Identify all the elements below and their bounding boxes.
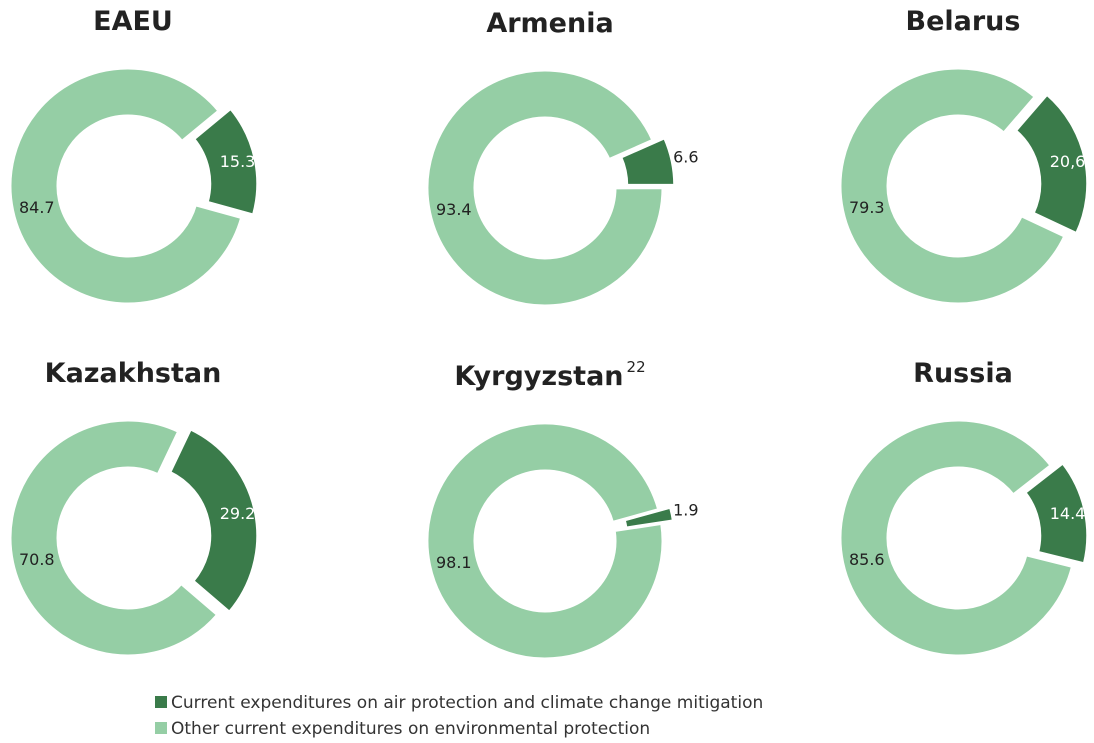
title-text: EAEU <box>93 6 173 37</box>
title-text: Kazakhstan <box>45 358 222 389</box>
data-label: 14.4 <box>1050 504 1086 523</box>
title-note: 22 <box>627 358 646 376</box>
donut-segment <box>425 68 665 308</box>
data-label: 1.9 <box>673 501 698 520</box>
title-text: Belarus <box>906 6 1021 37</box>
donut: Kazakhstan 29.2 70.8 <box>8 358 260 658</box>
data-label: 84.7 <box>19 198 55 217</box>
chart-title: Belarus <box>906 6 1021 37</box>
chart-title: Kyrgyzstan 22 <box>454 358 645 392</box>
data-label: 6.6 <box>673 148 698 167</box>
donut: Belarus 20,6 79.3 <box>838 6 1090 306</box>
donut-segment <box>838 66 1067 306</box>
title-text: Russia <box>913 358 1013 389</box>
data-label: 93.4 <box>436 200 472 219</box>
donut: Armenia 6.6 93.4 <box>425 8 699 308</box>
chart-title: Armenia <box>486 8 613 39</box>
data-label: 70.8 <box>19 550 55 569</box>
legend-swatch <box>155 696 167 708</box>
donut-segment <box>425 421 665 661</box>
donut: EAEU 15.3 84.7 <box>8 6 260 306</box>
donut-segment <box>838 418 1075 658</box>
title-text: Armenia <box>486 8 613 39</box>
chart-title: Russia <box>913 358 1013 389</box>
donut-segment <box>8 66 244 306</box>
data-label: 85.6 <box>849 550 885 569</box>
legend-label: Current expenditures on air protection a… <box>171 693 763 713</box>
data-label: 29.2 <box>220 504 256 523</box>
title-text: Kyrgyzstan <box>454 361 623 392</box>
donut-segment <box>1022 460 1090 566</box>
donut-segment <box>191 106 260 217</box>
chart-title: EAEU <box>93 6 173 37</box>
chart-title: Kazakhstan <box>45 358 222 389</box>
data-label: 98.1 <box>436 553 472 572</box>
donut-segment <box>1013 92 1090 236</box>
data-label: 15.3 <box>220 152 256 171</box>
donut-segment <box>8 418 220 658</box>
donut-segment <box>167 426 260 615</box>
data-label: 79.3 <box>849 198 885 217</box>
donut: Russia 14.4 85.6 <box>838 358 1090 658</box>
legend-label: Other current expenditures on environmen… <box>171 719 650 739</box>
donut-segment <box>618 135 677 187</box>
legend-swatch <box>155 722 167 734</box>
donut: Kyrgyzstan 22 1.9 98.1 <box>425 358 699 661</box>
data-label: 20,6 <box>1050 152 1086 171</box>
